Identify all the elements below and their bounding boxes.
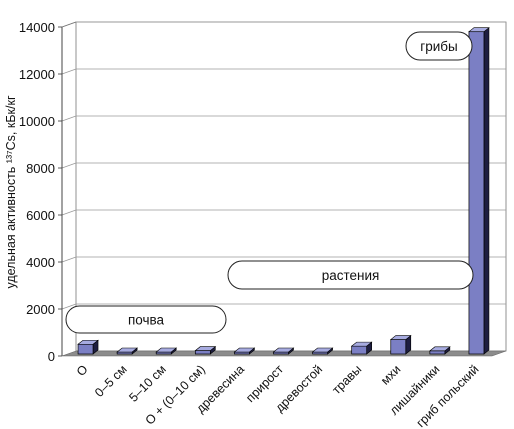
bar-7 <box>350 341 373 355</box>
y-tick-label: 14000 <box>19 20 55 35</box>
bar-9 <box>429 346 451 355</box>
annotation-box <box>227 260 474 290</box>
axes: 0 2000 4000 6000 8000 10000 12000 14000 <box>19 20 507 364</box>
gridline-side <box>61 68 77 75</box>
bar-3 <box>194 345 217 355</box>
y-tick-label: 12000 <box>19 67 55 82</box>
annotations: почва растения грибы <box>65 31 474 334</box>
bar-0 <box>77 339 99 355</box>
wall-edge <box>61 21 77 28</box>
gridline-side <box>61 115 77 122</box>
y-tick-label: 10000 <box>19 114 55 129</box>
gridline-side <box>61 162 77 169</box>
y-axis-label: удельная активность ¹³⁷Cs, кБк/кг <box>4 95 18 288</box>
bar-front <box>351 345 368 355</box>
back-wall <box>75 21 507 352</box>
bar-top <box>429 346 451 352</box>
x-tick-label: мхи <box>378 362 403 387</box>
y-tick-label: 8000 <box>26 161 55 176</box>
bar-6 <box>311 347 334 355</box>
grid <box>61 21 507 352</box>
bar-top <box>233 347 256 353</box>
bar-5 <box>272 347 295 355</box>
bar-top <box>350 341 373 347</box>
bar-4 <box>233 347 256 355</box>
y-tick-label: 2000 <box>26 302 55 317</box>
bar-top <box>468 27 490 33</box>
bar-top <box>155 347 178 353</box>
gridline-side <box>61 209 77 216</box>
annotation-label: грибы <box>420 39 457 54</box>
x-tick-label: О <box>74 362 91 379</box>
x-tick-label: 0–5 см <box>92 362 130 400</box>
bar-front <box>194 350 211 355</box>
annotation-fungi: грибы <box>405 31 473 61</box>
y-tick-label: 0 <box>48 349 55 364</box>
bar-2 <box>155 347 178 355</box>
x-tick-label: травы <box>329 362 364 397</box>
labels: О 0–5 см5–10 смО + (0–10 см)древесинаприр… <box>74 362 482 429</box>
annotation-plants: растения <box>227 260 474 290</box>
gridline-side <box>61 303 77 310</box>
bar-front <box>390 339 407 355</box>
bar-top <box>311 347 334 353</box>
bar-front <box>468 31 485 355</box>
bar-8 <box>389 334 412 355</box>
annotation-label: растения <box>322 268 380 283</box>
annotation-soil: почва <box>65 305 227 334</box>
bar-top <box>194 346 217 351</box>
bar-1 <box>116 347 138 355</box>
bar-top <box>77 339 99 345</box>
gridline-side <box>61 256 77 263</box>
annotation-box <box>65 305 227 334</box>
bar-top <box>116 347 138 353</box>
bar-front <box>77 343 94 355</box>
bar-top <box>389 335 412 340</box>
bar-side <box>483 27 490 355</box>
y-tick-label: 6000 <box>26 208 55 223</box>
bar-front <box>429 350 446 355</box>
y-tick-label: 4000 <box>26 255 55 270</box>
annotation-box <box>405 31 473 61</box>
bar-10 <box>468 27 490 355</box>
annotation-label: почва <box>128 313 165 328</box>
bar-top <box>272 347 295 353</box>
